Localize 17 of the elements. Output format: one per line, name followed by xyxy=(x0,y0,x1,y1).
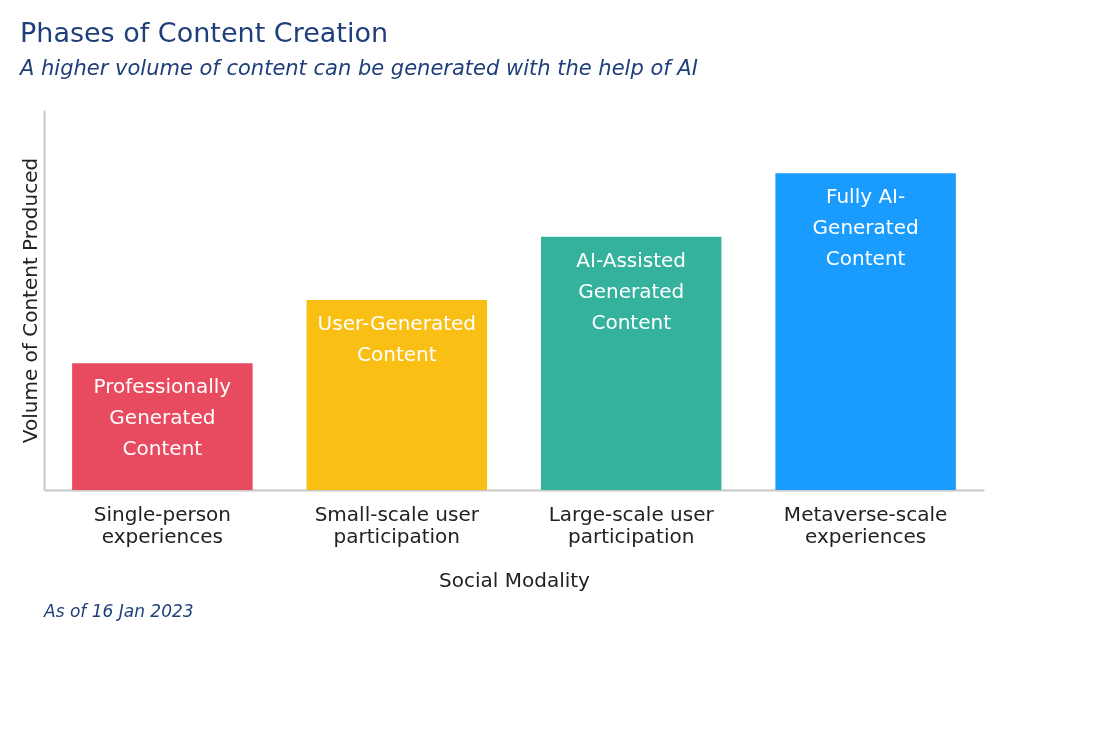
annotation: Fully AI- Generated Content xyxy=(812,184,919,271)
x-axis-title: Social Modality xyxy=(439,567,591,592)
annotation: Professionally Generated Content xyxy=(93,374,232,461)
bar xyxy=(775,173,956,490)
text: As of 16 Jan 2023 xyxy=(43,601,194,621)
bar xyxy=(540,236,722,490)
x-tick-label: Large-scale user participation xyxy=(548,501,715,548)
chart-subtitle: A higher volume of content can be generated with the help of AI xyxy=(18,56,698,80)
bar xyxy=(72,363,253,490)
bar xyxy=(306,300,488,490)
x-tick-label: Metaverse-scale experiences xyxy=(783,501,948,548)
annotation: User-Generated Content xyxy=(317,311,476,366)
x-tick-label: Small-scale user participation xyxy=(314,501,480,548)
x-tick-label: Single-person experiences xyxy=(93,501,232,548)
chart-title: Phases of Content Creation xyxy=(20,17,389,48)
annotation: AI-Assisted Generated Content xyxy=(576,247,687,334)
y-axis-title: Volume of Content Produced xyxy=(17,157,42,444)
